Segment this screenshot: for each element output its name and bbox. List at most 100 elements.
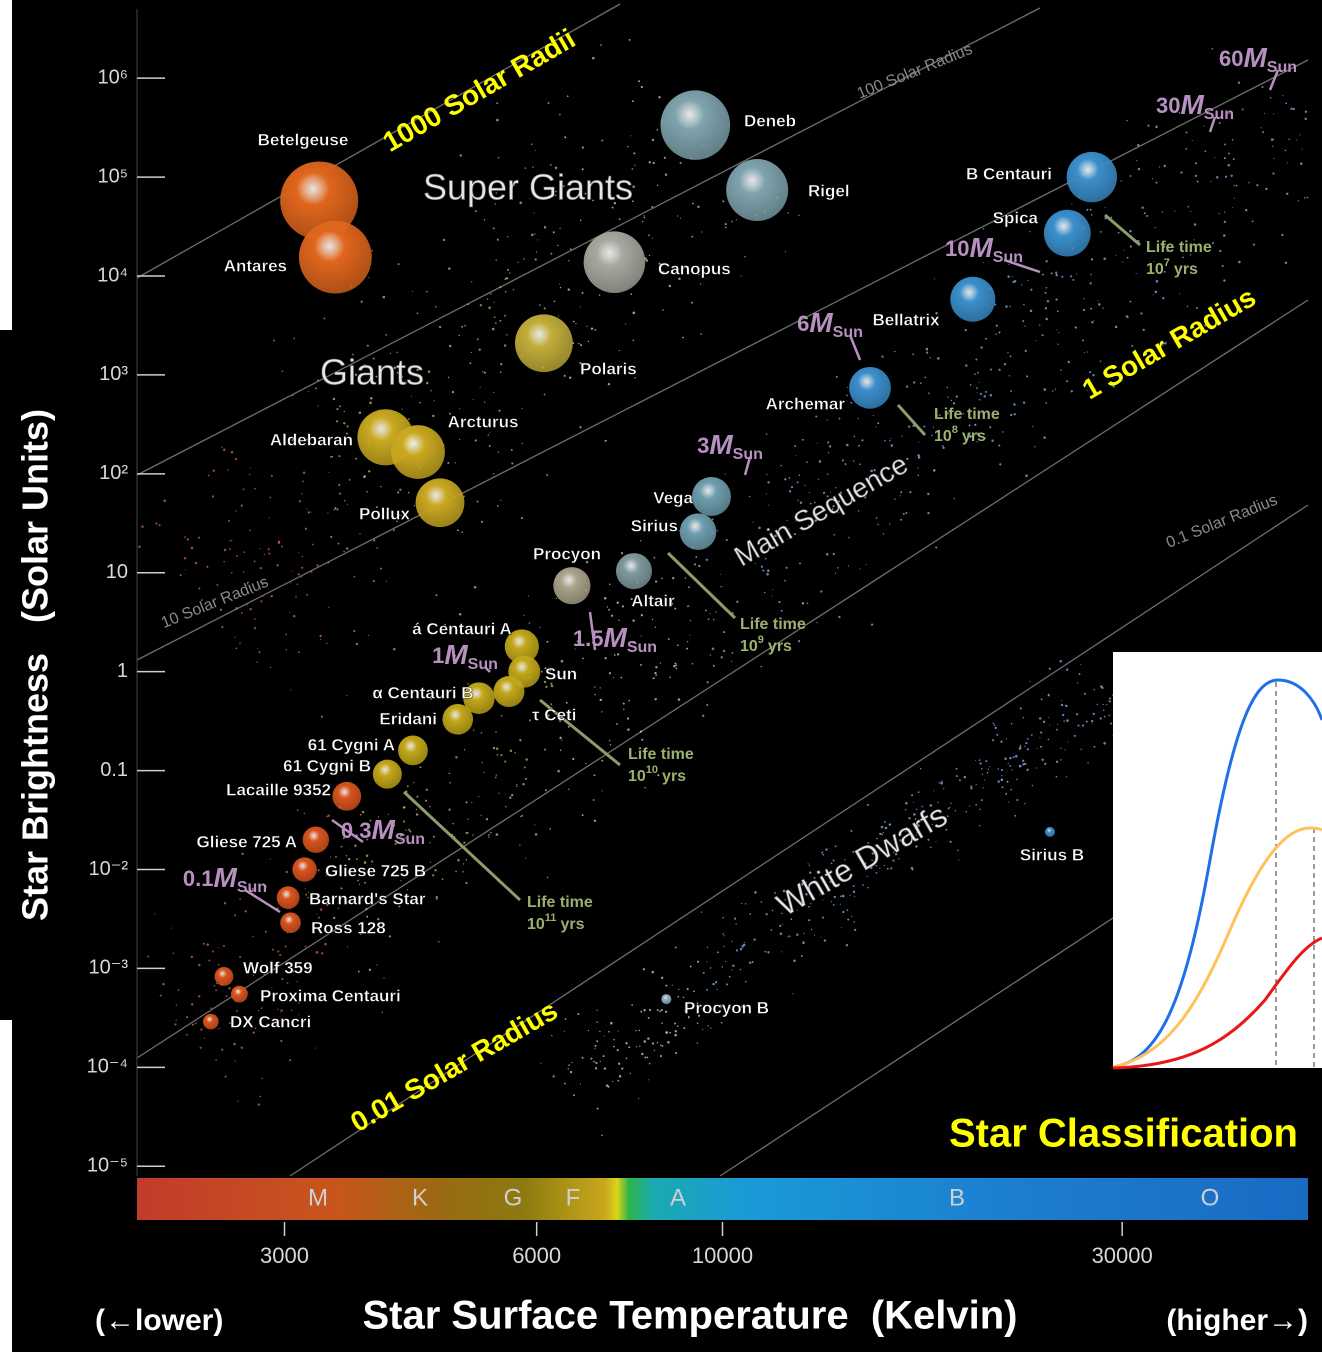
field-star bbox=[307, 511, 310, 514]
field-star bbox=[581, 814, 584, 817]
field-star bbox=[223, 944, 225, 947]
field-star bbox=[497, 451, 500, 453]
field-star bbox=[1041, 334, 1044, 337]
field-star bbox=[1153, 261, 1155, 263]
field-star bbox=[719, 1004, 723, 1008]
field-star bbox=[677, 215, 679, 217]
field-star bbox=[819, 505, 822, 508]
field-star bbox=[574, 648, 576, 650]
field-star bbox=[992, 722, 995, 725]
field-star bbox=[623, 708, 625, 710]
mass-sub: Sun bbox=[833, 324, 863, 341]
field-star bbox=[905, 802, 908, 805]
field-star bbox=[328, 471, 330, 474]
radius-line bbox=[289, 504, 1309, 1177]
field-star bbox=[665, 984, 668, 987]
field-star bbox=[470, 425, 472, 427]
field-star bbox=[509, 796, 512, 799]
field-star bbox=[567, 725, 570, 728]
field-star bbox=[263, 973, 266, 976]
field-star bbox=[252, 1031, 255, 1034]
field-star bbox=[478, 795, 480, 797]
field-star bbox=[725, 983, 729, 986]
field-star bbox=[372, 580, 375, 583]
field-star bbox=[185, 1016, 189, 1019]
field-star bbox=[291, 439, 294, 442]
field-star bbox=[1110, 722, 1113, 725]
field-star bbox=[471, 281, 473, 283]
field-star bbox=[892, 859, 895, 862]
spectral-class: F bbox=[566, 1184, 581, 1211]
field-star bbox=[1039, 745, 1043, 748]
star bbox=[1066, 151, 1118, 203]
field-star bbox=[853, 921, 855, 923]
star bbox=[280, 912, 301, 933]
field-star bbox=[1126, 119, 1128, 122]
field-star bbox=[628, 1046, 631, 1049]
field-star bbox=[228, 987, 231, 990]
field-star bbox=[691, 235, 694, 238]
field-star bbox=[1189, 254, 1192, 256]
field-star bbox=[1263, 112, 1266, 114]
field-star bbox=[367, 634, 370, 636]
field-star bbox=[985, 390, 987, 393]
field-star bbox=[714, 981, 718, 984]
field-star bbox=[277, 541, 280, 545]
field-star bbox=[1141, 206, 1144, 209]
field-star bbox=[1026, 768, 1029, 772]
field-star bbox=[546, 876, 549, 879]
field-star bbox=[742, 943, 746, 947]
field-star bbox=[558, 315, 560, 317]
field-star bbox=[1146, 214, 1149, 218]
field-star bbox=[867, 842, 870, 844]
margin bbox=[0, 1020, 12, 1352]
field-star bbox=[1178, 293, 1181, 295]
x-tick-label: 3000 bbox=[260, 1243, 309, 1268]
field-star bbox=[404, 837, 406, 839]
field-star bbox=[683, 1027, 686, 1030]
mass-pointer bbox=[1208, 116, 1217, 133]
field-star bbox=[883, 864, 885, 867]
field-star bbox=[784, 579, 786, 582]
field-star bbox=[504, 314, 506, 317]
mass-pointer bbox=[743, 456, 752, 476]
field-star bbox=[544, 789, 547, 792]
field-star bbox=[786, 520, 788, 522]
field-star bbox=[929, 828, 931, 830]
star-label: Gliese 725 A bbox=[197, 832, 298, 851]
field-star bbox=[664, 1010, 668, 1013]
field-star bbox=[179, 574, 182, 577]
lifetime-unit: yrs bbox=[662, 768, 686, 785]
field-star bbox=[658, 95, 661, 99]
field-star bbox=[977, 413, 980, 416]
field-star bbox=[807, 863, 809, 865]
field-star bbox=[1078, 673, 1081, 676]
field-star bbox=[689, 965, 692, 968]
field-star bbox=[444, 623, 447, 626]
field-star bbox=[310, 570, 313, 573]
field-star bbox=[442, 238, 446, 242]
field-star bbox=[552, 1075, 555, 1078]
mass-sub: Sun bbox=[993, 249, 1023, 266]
field-star bbox=[606, 606, 609, 608]
field-star bbox=[862, 884, 864, 886]
field-star bbox=[826, 495, 829, 498]
field-star bbox=[1093, 688, 1095, 691]
field-star bbox=[884, 826, 888, 830]
field-star bbox=[628, 38, 631, 41]
field-star bbox=[1075, 273, 1078, 275]
field-star bbox=[264, 930, 267, 933]
field-star bbox=[522, 783, 525, 786]
field-star bbox=[674, 662, 677, 665]
field-star bbox=[535, 251, 538, 253]
field-star bbox=[1008, 263, 1010, 265]
field-star bbox=[830, 862, 833, 865]
field-star bbox=[638, 80, 640, 83]
star-label: Deneb bbox=[744, 111, 796, 130]
radius-line bbox=[136, 3, 621, 279]
field-star bbox=[481, 762, 483, 764]
field-star bbox=[911, 794, 914, 797]
region-label: Super Giants bbox=[423, 167, 633, 208]
field-star bbox=[361, 810, 365, 814]
